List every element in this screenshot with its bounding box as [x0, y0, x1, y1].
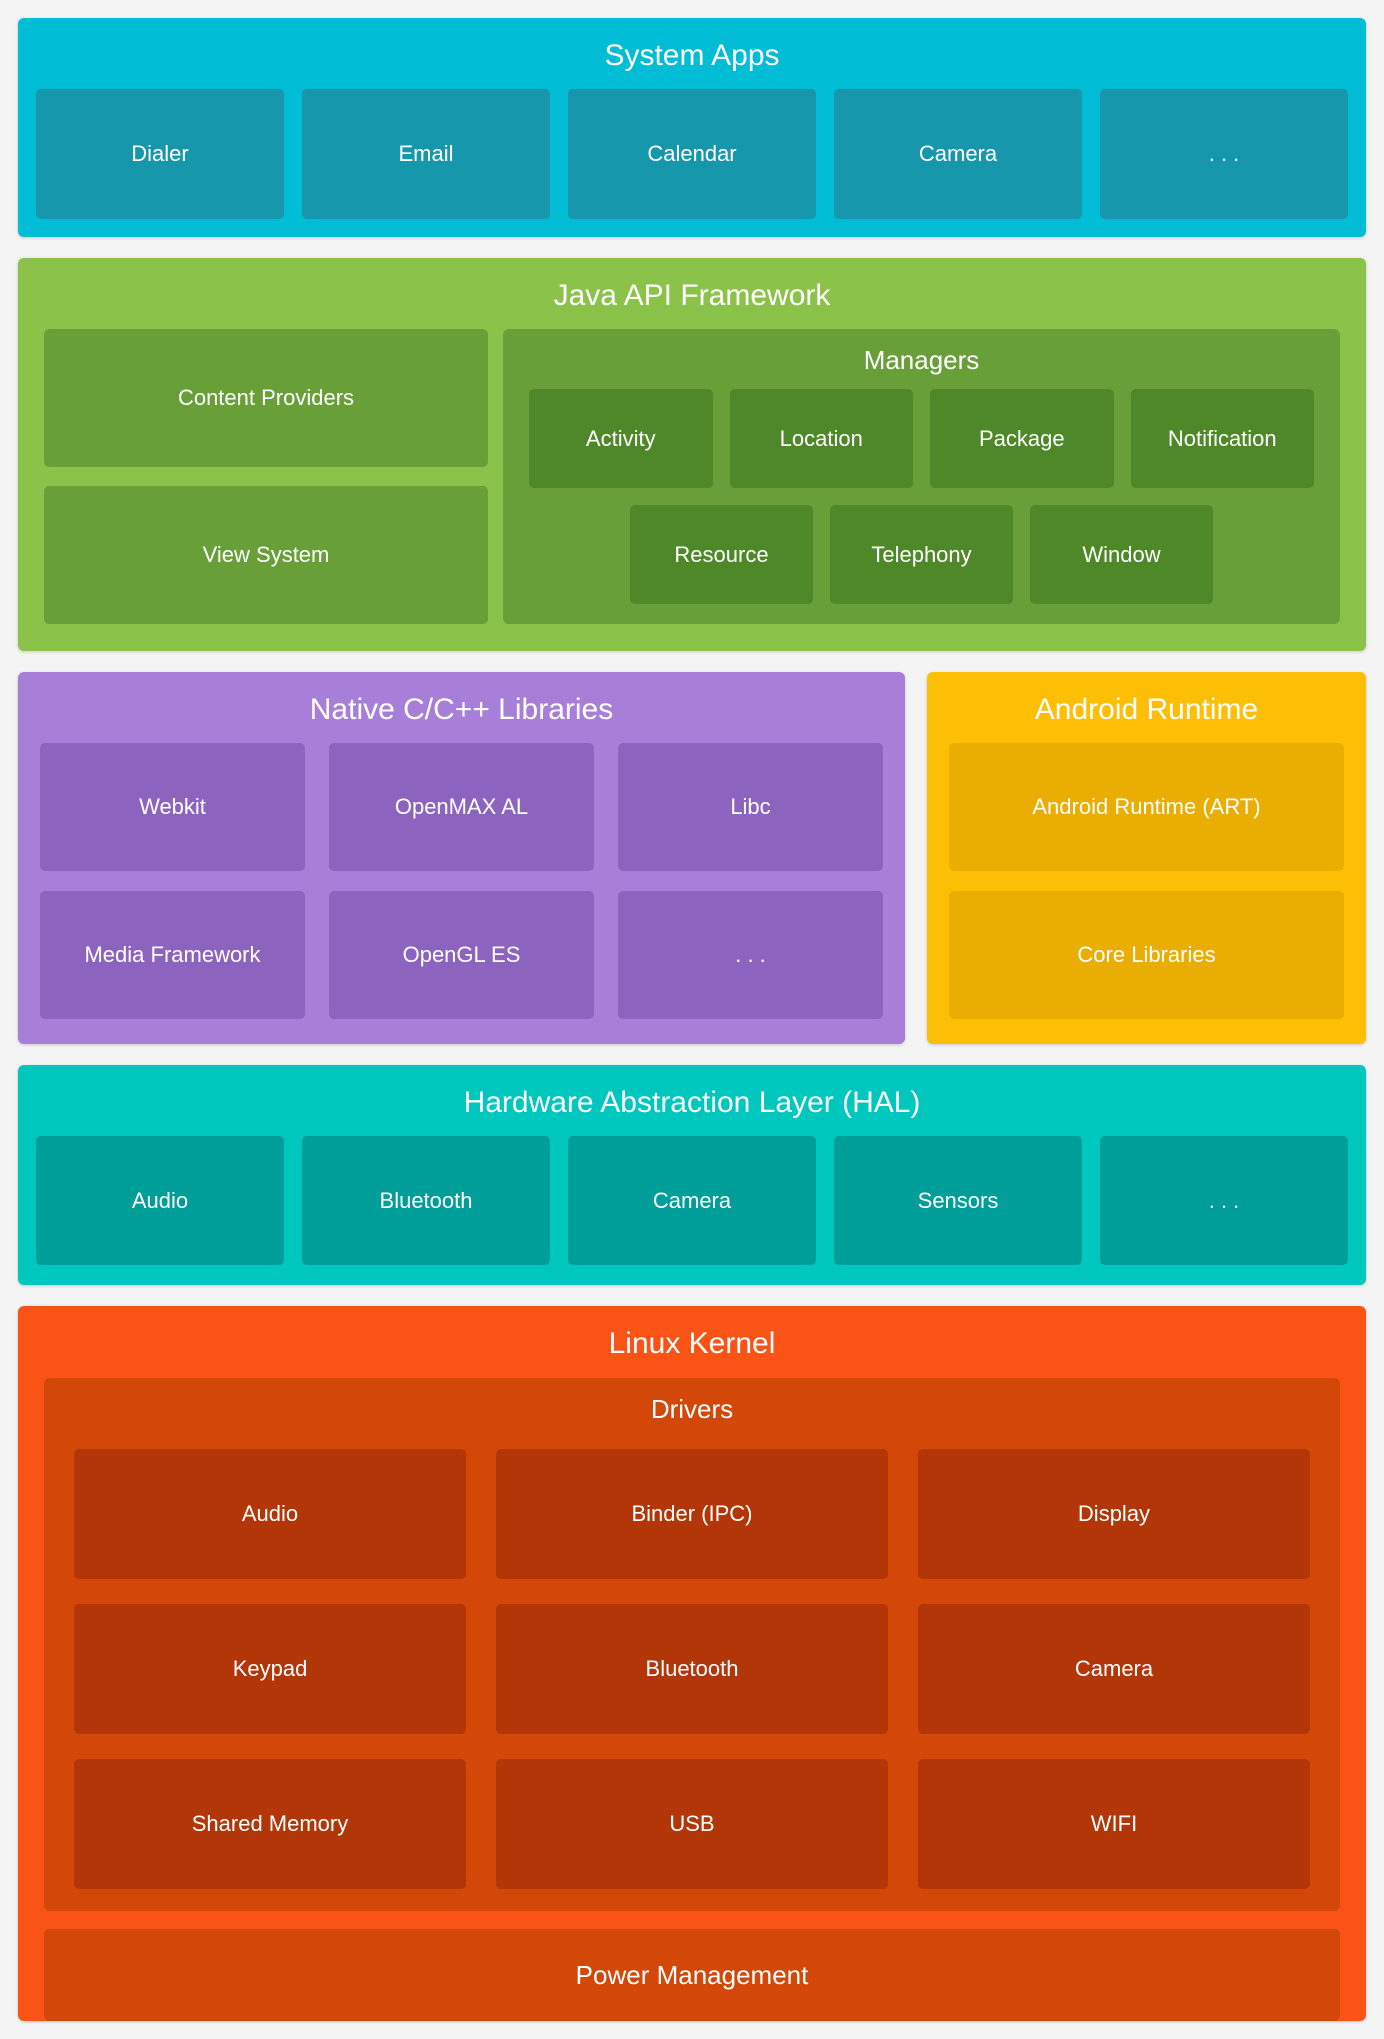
box-camera-app: Camera	[834, 89, 1082, 219]
drivers-row-2: Keypad Bluetooth Camera	[74, 1604, 1310, 1734]
section-system-apps: System Apps Dialer Email Calendar Camera…	[18, 18, 1366, 237]
android-runtime-title: Android Runtime	[1034, 693, 1259, 726]
hal-row: Audio Bluetooth Camera Sensors . . .	[18, 1136, 1366, 1265]
box-bluetooth-hal: Bluetooth	[302, 1136, 550, 1265]
box-sensors-hal: Sensors	[834, 1136, 1082, 1265]
box-media-framework: Media Framework	[40, 891, 305, 1019]
section-native-libraries: Native C/C++ Libraries Webkit OpenMAX AL…	[18, 672, 905, 1044]
box-usb-driver: USB	[496, 1759, 888, 1889]
box-content-providers: Content Providers	[44, 329, 488, 467]
managers-row-2: Resource Telephony Window	[529, 505, 1314, 604]
hal-title: Hardware Abstraction Layer (HAL)	[463, 1086, 921, 1119]
system-apps-row: Dialer Email Calendar Camera . . .	[18, 89, 1366, 219]
managers-group: Managers Activity Location Package Notif…	[503, 329, 1340, 624]
drivers-group: Drivers Audio Binder (IPC) Display Keypa…	[44, 1378, 1340, 1911]
box-power-management: Power Management	[44, 1929, 1340, 2021]
section-android-runtime: Android Runtime Android Runtime (ART) Co…	[927, 672, 1366, 1044]
box-camera-hal: Camera	[568, 1136, 816, 1265]
box-notification-manager: Notification	[1130, 389, 1314, 488]
box-camera-driver: Camera	[918, 1604, 1310, 1734]
box-resource-manager: Resource	[630, 505, 813, 604]
box-more-apps: . . .	[1100, 89, 1348, 219]
box-binder-ipc-driver: Binder (IPC)	[496, 1449, 888, 1579]
box-audio-hal: Audio	[36, 1136, 284, 1265]
box-view-system: View System	[44, 486, 488, 624]
section-hal: Hardware Abstraction Layer (HAL) Audio B…	[18, 1065, 1366, 1285]
java-api-framework-content: Content Providers View System Managers A…	[44, 329, 1340, 624]
java-api-framework-title: Java API Framework	[553, 279, 831, 312]
box-dialer: Dialer	[36, 89, 284, 219]
drivers-row-3: Shared Memory USB WIFI	[74, 1759, 1310, 1889]
box-activity-manager: Activity	[529, 389, 713, 488]
drivers-row-1: Audio Binder (IPC) Display	[74, 1449, 1310, 1579]
box-more-hal: . . .	[1100, 1136, 1348, 1265]
java-left-column: Content Providers View System	[44, 329, 488, 624]
native-libraries-title: Native C/C++ Libraries	[309, 693, 614, 726]
box-location-manager: Location	[729, 389, 913, 488]
box-window-manager: Window	[1030, 505, 1213, 604]
native-and-runtime-row: Native C/C++ Libraries Webkit OpenMAX AL…	[18, 672, 1366, 1044]
box-display-driver: Display	[918, 1449, 1310, 1579]
native-row-1: Webkit OpenMAX AL Libc	[40, 743, 883, 871]
box-libc: Libc	[618, 743, 883, 871]
box-package-manager: Package	[930, 389, 1114, 488]
box-audio-driver: Audio	[74, 1449, 466, 1579]
box-wifi-driver: WIFI	[918, 1759, 1310, 1889]
box-core-libraries: Core Libraries	[949, 891, 1344, 1019]
section-linux-kernel: Linux Kernel Drivers Audio Binder (IPC) …	[18, 1306, 1366, 2021]
box-keypad-driver: Keypad	[74, 1604, 466, 1734]
managers-row-1: Activity Location Package Notification	[529, 389, 1314, 488]
box-bluetooth-driver: Bluetooth	[496, 1604, 888, 1734]
box-telephony-manager: Telephony	[830, 505, 1013, 604]
linux-kernel-title: Linux Kernel	[608, 1327, 776, 1360]
box-webkit: Webkit	[40, 743, 305, 871]
native-row-2: Media Framework OpenGL ES . . .	[40, 891, 883, 1019]
box-openmax-al: OpenMAX AL	[329, 743, 594, 871]
box-more-libraries: . . .	[618, 891, 883, 1019]
box-calendar: Calendar	[568, 89, 816, 219]
managers-title: Managers	[863, 345, 980, 375]
box-shared-memory-driver: Shared Memory	[74, 1759, 466, 1889]
box-opengl-es: OpenGL ES	[329, 891, 594, 1019]
system-apps-title: System Apps	[604, 39, 780, 72]
section-java-api-framework: Java API Framework Content Providers Vie…	[18, 258, 1366, 651]
box-email: Email	[302, 89, 550, 219]
box-art: Android Runtime (ART)	[949, 743, 1344, 871]
drivers-title: Drivers	[650, 1394, 734, 1424]
